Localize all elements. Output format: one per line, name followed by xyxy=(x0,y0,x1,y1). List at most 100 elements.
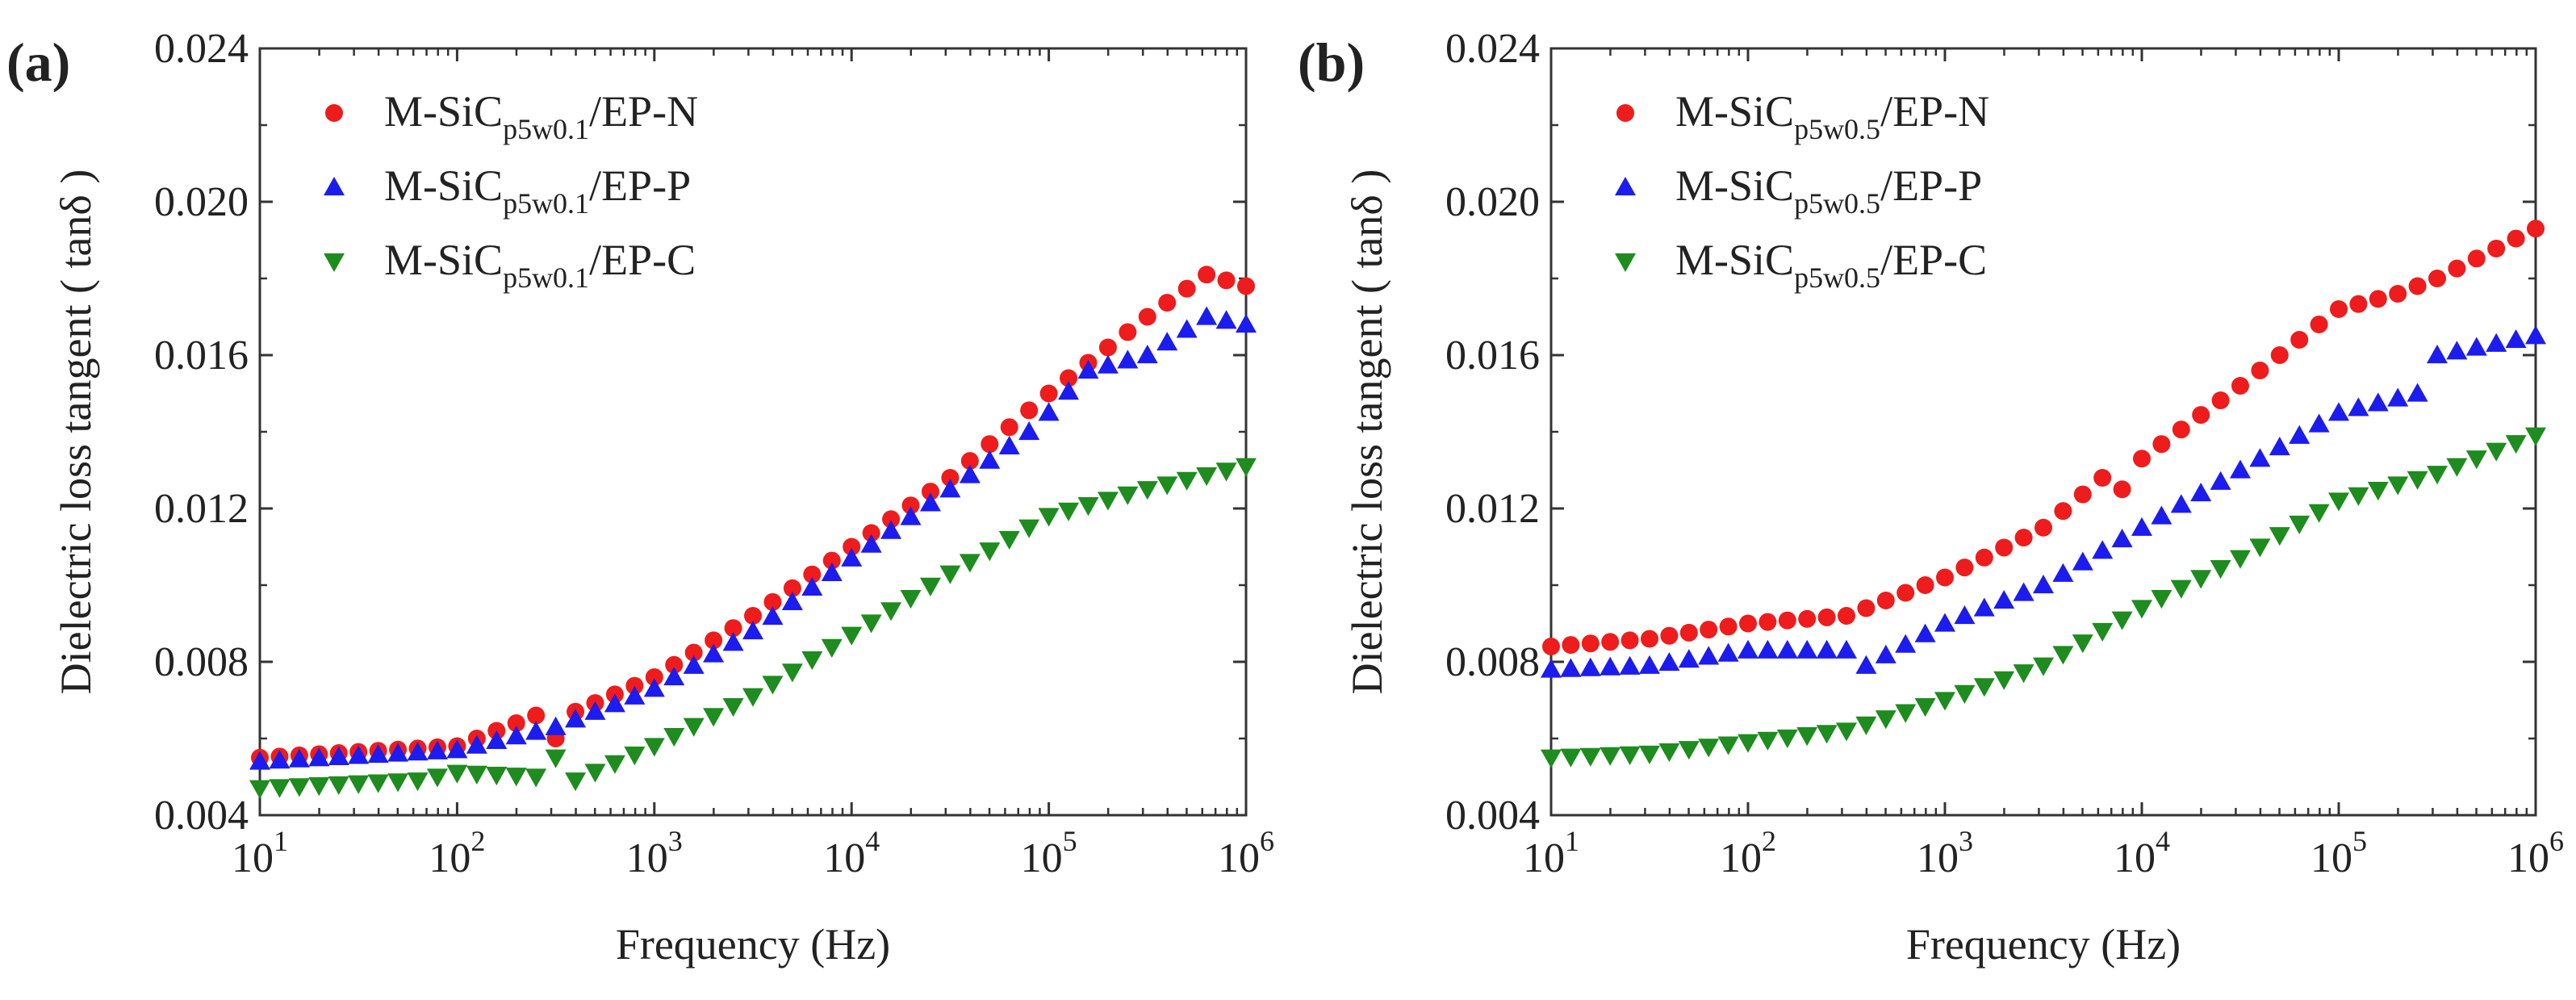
data-point xyxy=(2249,538,2271,558)
data-point xyxy=(1658,651,1680,672)
data-point xyxy=(1698,738,1720,758)
data-point xyxy=(2072,551,2093,571)
data-point xyxy=(2465,450,2487,470)
data-point xyxy=(722,632,744,651)
data-point xyxy=(1798,609,1817,628)
y-axis-title: Dielectric loss tangent ( tanδ ) xyxy=(1343,169,1391,695)
data-point xyxy=(2033,575,2054,594)
data-point xyxy=(1700,621,1718,639)
data-point xyxy=(2486,333,2507,352)
legend-marker xyxy=(324,253,345,272)
data-point xyxy=(900,590,922,609)
legend-marker xyxy=(1616,104,1634,122)
data-point xyxy=(1177,279,1196,298)
data-point xyxy=(507,714,525,732)
data-point xyxy=(939,479,961,498)
data-point xyxy=(843,538,861,556)
data-point xyxy=(2151,505,2172,525)
data-point xyxy=(2092,540,2114,559)
legend-suffix: /EP-C xyxy=(1880,236,1987,284)
series-triangle-up xyxy=(1541,325,2546,678)
data-point xyxy=(525,721,547,740)
data-point xyxy=(2072,634,2093,654)
data-point xyxy=(2034,518,2052,537)
data-point xyxy=(1993,671,2015,690)
legend-suffix: /EP-N xyxy=(589,87,698,136)
data-point xyxy=(1098,338,1117,357)
data-point xyxy=(2190,570,2212,589)
data-point xyxy=(1601,633,1620,651)
data-point xyxy=(1541,659,1562,678)
x-tick-exp: 3 xyxy=(1959,825,1973,857)
x-tick-base: 10 xyxy=(232,835,274,881)
data-point xyxy=(328,746,349,765)
data-point xyxy=(683,655,705,674)
data-point xyxy=(1560,748,1582,768)
data-point xyxy=(2367,392,2389,412)
data-point xyxy=(742,688,763,707)
data-point xyxy=(959,464,981,483)
x-tick-label: 105 xyxy=(2310,825,2367,881)
data-point xyxy=(1215,310,1237,329)
legend-marker xyxy=(1615,253,1636,272)
data-point xyxy=(2467,249,2486,268)
data-point xyxy=(367,774,389,793)
data-point xyxy=(604,755,625,774)
data-point xyxy=(288,748,310,768)
data-point xyxy=(624,685,646,705)
x-axis-title: Frequency (Hz) xyxy=(1906,920,2181,969)
data-point xyxy=(1060,369,1078,387)
data-point xyxy=(939,565,961,584)
data-point xyxy=(724,619,742,638)
data-point xyxy=(288,778,310,797)
data-point xyxy=(2387,476,2409,496)
data-point xyxy=(1758,613,1777,631)
data-point xyxy=(1541,749,1562,768)
data-point xyxy=(1817,608,1836,626)
data-point xyxy=(1619,655,1641,675)
data-point xyxy=(565,772,587,792)
data-point xyxy=(505,726,527,745)
data-point xyxy=(2289,425,2310,444)
x-tick-label: 106 xyxy=(2507,825,2564,881)
data-point xyxy=(2092,622,2114,642)
legend-subscript: p5w0.1 xyxy=(503,262,589,294)
data-point xyxy=(880,520,902,539)
x-tick-exp: 2 xyxy=(470,825,485,857)
data-point xyxy=(1600,656,1621,676)
legend-prefix: M-SiC xyxy=(384,236,503,284)
data-point xyxy=(901,496,920,515)
data-point xyxy=(2073,485,2092,504)
data-point xyxy=(1796,727,1818,747)
data-point xyxy=(2269,437,2290,456)
series-triangle-down xyxy=(249,458,1257,799)
data-point xyxy=(1542,638,1560,655)
data-point xyxy=(1600,747,1621,766)
data-point xyxy=(2211,391,2230,410)
legend-prefix: M-SiC xyxy=(384,87,503,136)
y-tick-label: 0.008 xyxy=(1445,639,1540,685)
data-point xyxy=(643,678,665,697)
data-point xyxy=(1196,467,1218,487)
x-tick-label: 104 xyxy=(2114,825,2170,881)
data-point xyxy=(2231,377,2249,395)
legend-suffix: /EP-N xyxy=(1880,87,1989,136)
data-point xyxy=(919,492,941,512)
data-point xyxy=(348,775,370,794)
data-point xyxy=(2113,480,2131,499)
data-point xyxy=(545,716,567,735)
data-point xyxy=(2448,259,2466,278)
x-tick-base: 10 xyxy=(1720,835,1762,881)
data-point xyxy=(1018,421,1040,441)
y-tick-label: 0.016 xyxy=(1445,333,1540,379)
data-point xyxy=(1038,402,1060,421)
data-point xyxy=(2190,483,2212,502)
data-point xyxy=(919,577,941,596)
data-point xyxy=(1816,639,1838,659)
data-point xyxy=(1836,639,1857,659)
legend-label: M-SiCp5w0.5/EP-P xyxy=(1675,161,1982,220)
x-tick-exp: 1 xyxy=(1565,825,1579,857)
data-point xyxy=(2210,471,2231,490)
data-point xyxy=(880,602,902,621)
